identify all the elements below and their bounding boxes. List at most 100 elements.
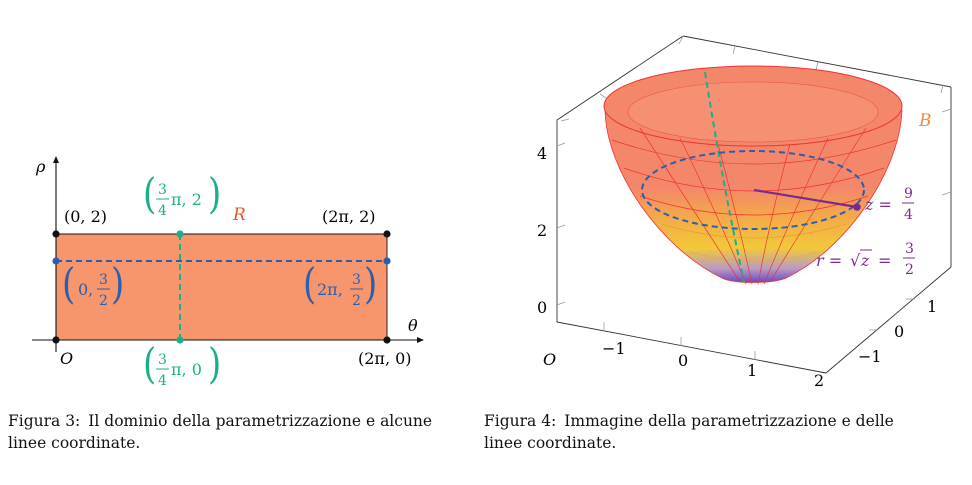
z-level-num: 9 (904, 186, 913, 202)
grid-meridian (639, 127, 741, 283)
paren-close: ) (208, 169, 221, 219)
caption-number: Figura 4: (484, 412, 557, 430)
label-right-point: ( 2π, 3 2 ) (303, 259, 377, 309)
surface-label: B (918, 111, 932, 131)
z-level-lhs: z = (864, 195, 892, 214)
grid-ring (689, 251, 819, 262)
figure-3-caption: Figura 3: Il dominio della parametrizzazi… (8, 410, 448, 454)
region-r (56, 234, 387, 340)
label-left-point: ( 0, 3 2 ) (62, 259, 124, 309)
y-tick-label: 0 (894, 322, 904, 341)
box-edge (556, 35, 684, 121)
figure-4-caption: Figura 4: Immagine della parametrizzazion… (484, 410, 934, 454)
box-edge (682, 35, 952, 88)
grid-meridian (763, 137, 829, 285)
grid-ring (611, 139, 897, 165)
right-point-a: 2π, (317, 280, 343, 299)
radius-line (753, 188, 858, 209)
caption-number: Figura 3: (8, 412, 81, 430)
radius-rad: z (860, 251, 870, 270)
point-2pi-0 (383, 336, 391, 344)
z-level-den: 4 (904, 207, 913, 223)
radius-lhs: r = (816, 251, 842, 270)
paren-open: ( (143, 169, 156, 219)
point-2pi-2 (383, 230, 391, 238)
rho-axis-label: ρ (35, 157, 46, 176)
bounding-box (556, 35, 952, 374)
point-2pi-3-2 (383, 257, 391, 265)
left-point-num: 3 (99, 272, 108, 288)
box-edge (825, 266, 952, 374)
region-label: R (232, 205, 246, 225)
label-top-point: ( 3 4 π, 2 ) (143, 169, 221, 219)
corner-label-0-2: (0, 2) (64, 207, 107, 226)
radius-num: 3 (905, 241, 914, 257)
point-origin (52, 336, 60, 344)
bowl-inner (627, 81, 879, 143)
top-point-num: 3 (158, 182, 167, 198)
paren-close: ) (111, 259, 124, 309)
surface-grid (611, 127, 897, 285)
point-3pi4-2 (176, 230, 184, 238)
label-radius: r = √ z = 3 2 (816, 241, 915, 278)
bottom-point-den: 4 (158, 373, 167, 389)
origin-label: O (60, 349, 73, 368)
z-tick-label: 0 (537, 298, 547, 317)
grid-meridian (717, 143, 753, 285)
grid-ring (623, 167, 885, 192)
point-0-2 (52, 230, 60, 238)
top-point-den: 4 (158, 203, 167, 219)
bottom-point-a: π, 0 (171, 360, 202, 379)
radius-den: 2 (905, 262, 914, 278)
right-point-num: 3 (352, 272, 361, 288)
left-point-den: 2 (99, 293, 108, 309)
theta-arrow-icon (417, 337, 424, 343)
paren-close: ) (208, 339, 221, 389)
caption-text: Il dominio della parametrizzazione e alc… (8, 412, 433, 452)
bottom-point-num: 3 (158, 352, 167, 368)
grid-meridian (679, 137, 747, 285)
x-tick-label: −1 (602, 339, 626, 358)
top-point-a: π, 2 (171, 190, 202, 209)
x-tick-label: 2 (814, 371, 824, 390)
radius-endpoint (853, 203, 861, 211)
y-tick-label: 1 (927, 297, 937, 316)
paren-open: ( (143, 339, 156, 389)
bowl-body (604, 109, 903, 283)
tick (560, 93, 607, 122)
rho-arrow-icon (53, 156, 59, 163)
grid-meridian (757, 143, 791, 285)
box-edge (556, 321, 827, 374)
x-tick-label: 1 (747, 361, 757, 380)
x-tick-label: 0 (678, 351, 688, 370)
y-tick-label: −1 (858, 347, 882, 366)
figure-3: ρ θ O R (0, 2) (2π, 2) (2π, 0) ( 0, 3 2 … (0, 0, 470, 452)
corner-label-2pi-0: (2π, 0) (358, 349, 412, 368)
radius-eq: = (878, 251, 891, 270)
caption-text: Immagine della parametrizzazione e delle… (484, 412, 894, 452)
tick (556, 142, 566, 306)
grid-meridian (769, 127, 867, 283)
z-tick-label: 4 (537, 144, 547, 163)
label-bottom-point: ( 3 4 π, 0 ) (143, 339, 221, 389)
dashed-parallel-blue (641, 150, 865, 230)
point-0-3-2 (52, 257, 60, 265)
corner-label-2pi-2: (2π, 2) (322, 207, 376, 226)
domain-plot: ρ θ O R (0, 2) (2π, 2) (2π, 0) ( 0, 3 2 … (32, 156, 424, 389)
paraboloid-surface (603, 65, 903, 285)
z-tick-label: 2 (537, 221, 547, 240)
grid-ring (661, 223, 847, 239)
tick (869, 298, 915, 331)
tick (678, 35, 944, 94)
point-3pi4-0 (176, 336, 184, 344)
tick (603, 322, 756, 360)
tick-marks (556, 35, 952, 360)
left-point-a: 0, (78, 280, 93, 299)
paren-open: ( (62, 259, 75, 309)
paren-close: ) (364, 259, 377, 309)
paren-open: ( (303, 259, 316, 309)
label-z-level: z = 9 4 (864, 186, 914, 223)
origin-label-3d: O (543, 350, 556, 369)
